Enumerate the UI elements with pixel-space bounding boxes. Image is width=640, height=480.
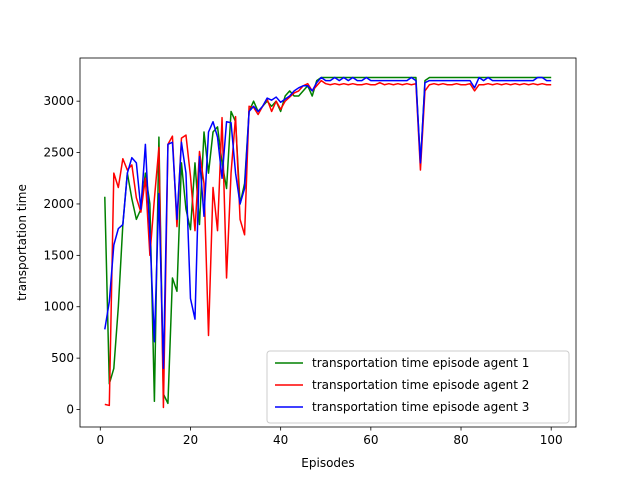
- x-axis-ticks: 0 20 40 60 80 100: [96, 427, 563, 447]
- legend-box: [266, 350, 570, 424]
- series-line-agent-3: [104, 76, 552, 370]
- x-axis-label: Episodes: [301, 456, 354, 470]
- series-layer: [104, 76, 552, 409]
- plot-frame: [79, 57, 577, 428]
- x-tick-label: 60: [363, 433, 378, 447]
- y-tick-label: 0: [66, 403, 74, 417]
- y-tick-label: 3000: [43, 94, 74, 108]
- y-axis-ticks: 0 500 1000 1500 2000 2500 3000: [43, 94, 80, 417]
- x-tick-label: 80: [453, 433, 468, 447]
- series-line-agent-1: [104, 76, 552, 405]
- legend-label-agent-1: transportation time episode agent 1: [312, 356, 529, 370]
- y-tick-label: 2500: [43, 146, 74, 160]
- y-tick-label: 1500: [43, 248, 74, 262]
- y-tick-label: 1000: [43, 300, 74, 314]
- legend-label-agent-2: transportation time episode agent 2: [312, 378, 529, 392]
- x-tick-label: 0: [96, 433, 104, 447]
- x-tick-label: 20: [183, 433, 198, 447]
- x-tick-label: 40: [273, 433, 288, 447]
- y-tick-label: 2000: [43, 197, 74, 211]
- y-tick-label: 500: [51, 351, 74, 365]
- legend: transportation time episode agent 1 tran…: [266, 350, 570, 424]
- x-tick-label: 100: [540, 433, 563, 447]
- legend-label-agent-3: transportation time episode agent 3: [312, 400, 529, 414]
- y-axis-label: transportation time: [15, 184, 29, 301]
